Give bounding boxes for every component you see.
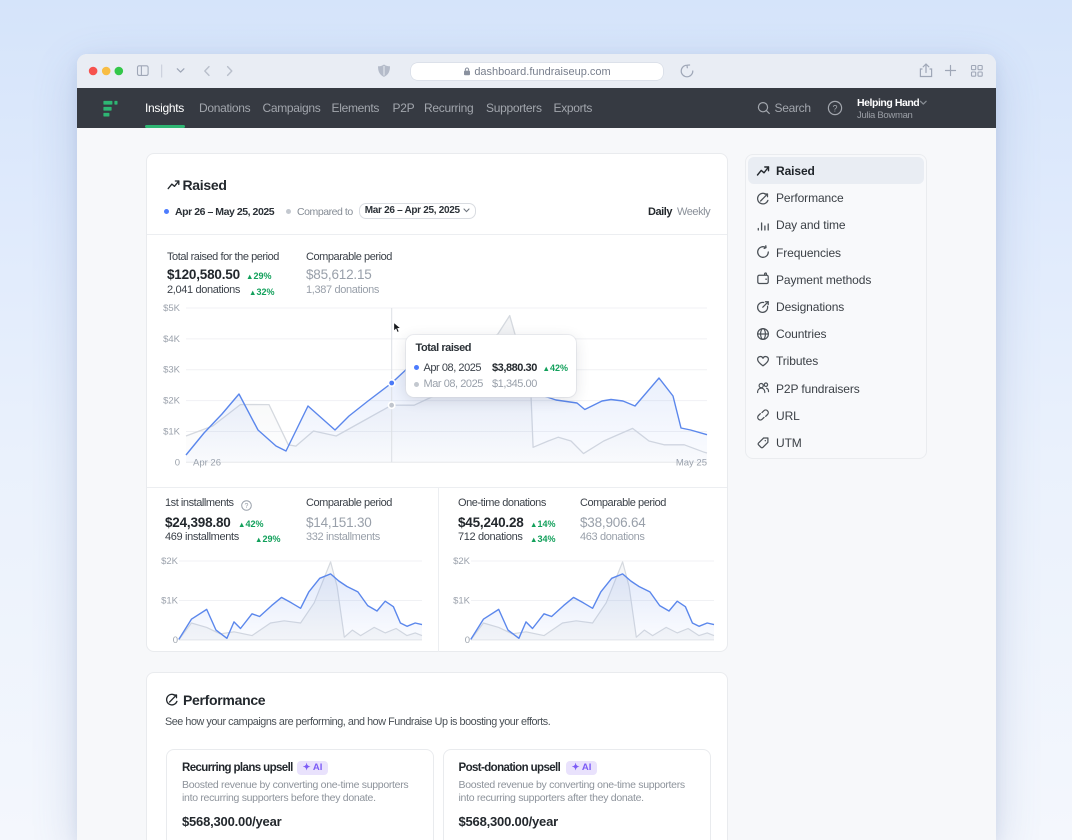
- svg-text:$4K: $4K: [163, 334, 181, 345]
- svg-text:0: 0: [175, 457, 180, 468]
- svg-text:$1K: $1K: [163, 427, 181, 438]
- svg-text:$2K: $2K: [161, 556, 179, 567]
- svg-text:Apr 26: Apr 26: [193, 458, 221, 469]
- svg-text:$1K: $1K: [453, 596, 471, 607]
- svg-text:$3K: $3K: [163, 365, 181, 376]
- svg-text:?: ?: [832, 103, 837, 113]
- svg-text:?: ?: [244, 503, 248, 510]
- svg-text:0: 0: [465, 635, 470, 646]
- svg-text:$1K: $1K: [161, 596, 179, 607]
- svg-text:May 25: May 25: [676, 458, 707, 469]
- svg-text:0: 0: [173, 635, 178, 646]
- svg-text:$2K: $2K: [163, 396, 181, 407]
- svg-text:$2K: $2K: [453, 556, 471, 567]
- svg-text:$5K: $5K: [163, 303, 181, 314]
